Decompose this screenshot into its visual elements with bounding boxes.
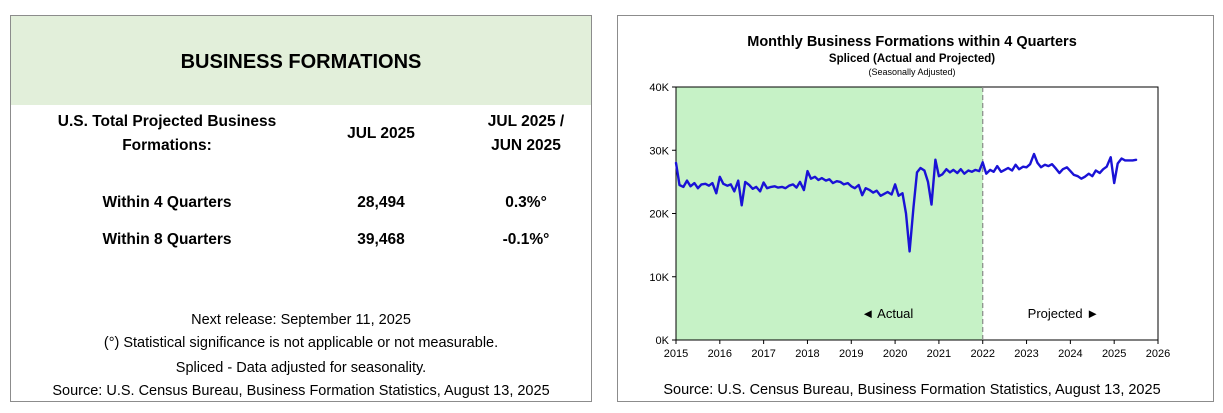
y-tick-label: 30K <box>649 145 669 157</box>
table-header-band: BUSINESS FORMATIONS <box>11 16 591 105</box>
header-label-line2: Formations: <box>122 137 212 154</box>
x-tick-label: 2015 <box>664 348 688 360</box>
chart-subtitle: Spliced (Actual and Projected) <box>829 53 995 65</box>
footnote-source: Source: U.S. Census Bureau, Business For… <box>52 383 550 399</box>
table-title: BUSINESS FORMATIONS <box>180 51 422 73</box>
chart-panel: Monthly Business Formations within 4 Qua… <box>617 15 1214 402</box>
row-8q-value: 39,468 <box>357 231 405 248</box>
row-8q-change: -0.1%° <box>502 231 550 248</box>
footnote-significance: (°) Statistical significance is not appl… <box>103 335 499 351</box>
x-tick-label: 2018 <box>795 348 819 360</box>
x-tick-label: 2024 <box>1058 348 1082 360</box>
header-change-line2: JUN 2025 <box>491 137 561 154</box>
projected-region-label: Projected ► <box>1028 306 1099 321</box>
row-8q-label: Within 8 Quarters <box>102 231 232 248</box>
business-formations-table-panel: BUSINESS FORMATIONS U.S. Total Projected… <box>10 15 592 402</box>
x-tick-label: 2016 <box>708 348 732 360</box>
footnote-release: Next release: September 11, 2025 <box>191 312 411 328</box>
x-tick-label: 2021 <box>927 348 951 360</box>
row-4q-change: 0.3%° <box>505 194 547 211</box>
line-chart: Monthly Business Formations within 4 Qua… <box>649 34 1170 398</box>
x-tick-label: 2026 <box>1146 348 1170 360</box>
header-change-line1: JUL 2025 / <box>487 113 565 130</box>
actual-region-label: ◄ Actual <box>861 306 913 321</box>
row-4q-value: 28,494 <box>357 194 405 211</box>
x-tick-label: 2019 <box>839 348 863 360</box>
x-tick-label: 2020 <box>883 348 907 360</box>
x-tick-label: 2023 <box>1014 348 1038 360</box>
x-tick-label: 2017 <box>751 348 775 360</box>
x-tick-label: 2022 <box>970 348 994 360</box>
y-tick-label: 10K <box>649 272 669 284</box>
header-change: JUL 2025 / JUN 2025 <box>466 110 586 158</box>
actual-region-shading <box>676 87 983 340</box>
header-period: JUL 2025 <box>347 125 415 142</box>
chart-title: Monthly Business Formations within 4 Qua… <box>747 34 1077 50</box>
y-tick-label: 40K <box>649 82 669 94</box>
y-tick-label: 0K <box>656 335 670 347</box>
header-label-line1: U.S. Total Projected Business <box>57 113 277 130</box>
header-label-column: U.S. Total Projected Business Formations… <box>25 110 309 158</box>
chart-source: Source: U.S. Census Bureau, Business For… <box>663 382 1160 398</box>
row-4q-label: Within 4 Quarters <box>102 194 232 211</box>
y-tick-label: 20K <box>649 209 669 221</box>
series-line <box>674 152 1138 253</box>
footnote-spliced: Spliced - Data adjusted for seasonality. <box>175 360 427 376</box>
chart-subsubtitle: (Seasonally Adjusted) <box>868 67 955 77</box>
x-tick-label: 2025 <box>1102 348 1126 360</box>
